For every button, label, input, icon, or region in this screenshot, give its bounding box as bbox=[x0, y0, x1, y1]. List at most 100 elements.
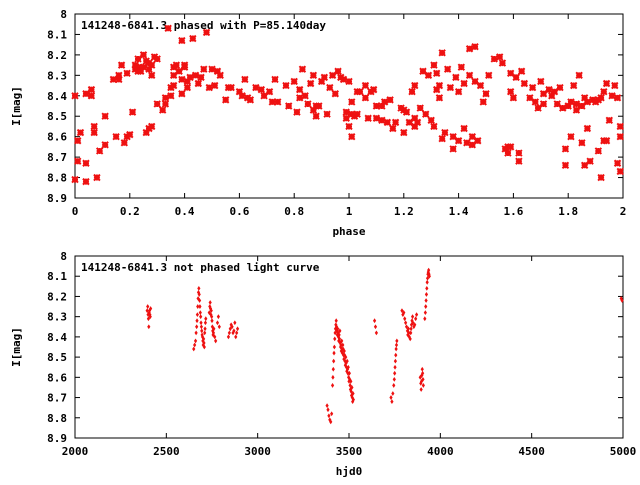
data-point bbox=[213, 67, 222, 75]
y-tick-label: 8.8 bbox=[47, 412, 67, 425]
data-point bbox=[71, 92, 79, 100]
data-point bbox=[197, 73, 205, 82]
data-point bbox=[583, 98, 592, 106]
data-point bbox=[430, 61, 438, 69]
data-point bbox=[74, 157, 82, 165]
data-point bbox=[409, 326, 413, 332]
data-point bbox=[602, 79, 611, 88]
data-point bbox=[208, 300, 212, 305]
data-point bbox=[364, 114, 372, 122]
data-point bbox=[337, 338, 341, 344]
data-point bbox=[539, 90, 548, 98]
data-point bbox=[101, 141, 109, 149]
data-point bbox=[351, 391, 355, 396]
data-point bbox=[572, 100, 581, 108]
data-point bbox=[199, 314, 203, 320]
data-point bbox=[214, 338, 218, 344]
data-point bbox=[298, 65, 307, 73]
data-point bbox=[178, 75, 186, 84]
data-point bbox=[424, 304, 428, 309]
data-point bbox=[345, 358, 349, 364]
data-point bbox=[392, 383, 396, 388]
data-point bbox=[616, 122, 624, 131]
x-axis-label: hjd0 bbox=[336, 465, 363, 478]
data-point bbox=[372, 114, 381, 122]
data-point bbox=[195, 318, 199, 324]
data-point bbox=[465, 71, 474, 80]
data-point bbox=[210, 318, 214, 324]
data-point bbox=[345, 122, 353, 131]
data-point bbox=[374, 330, 378, 336]
data-point bbox=[569, 81, 578, 90]
data-point bbox=[422, 110, 430, 118]
data-point bbox=[605, 116, 614, 125]
data-point bbox=[199, 324, 204, 330]
data-point bbox=[334, 318, 338, 324]
data-point bbox=[210, 324, 214, 330]
data-point bbox=[74, 137, 82, 145]
data-point bbox=[534, 104, 542, 112]
data-point bbox=[216, 71, 224, 80]
data-point bbox=[351, 399, 355, 404]
data-point bbox=[416, 104, 424, 112]
data-point bbox=[257, 85, 266, 94]
data-point bbox=[441, 128, 449, 137]
data-point bbox=[337, 336, 342, 342]
data-point bbox=[175, 67, 183, 75]
data-point bbox=[443, 65, 452, 73]
data-point bbox=[82, 90, 90, 98]
data-point bbox=[578, 102, 586, 110]
data-point bbox=[194, 330, 198, 336]
data-point bbox=[331, 90, 340, 98]
x-tick-label: 1 bbox=[346, 205, 353, 218]
data-point bbox=[216, 314, 220, 320]
data-point bbox=[580, 94, 589, 102]
x-axis-label: phase bbox=[332, 225, 365, 238]
data-point bbox=[285, 102, 293, 110]
data-point bbox=[339, 75, 348, 84]
x-tick-label: 2500 bbox=[153, 445, 180, 458]
data-point bbox=[333, 330, 337, 336]
data-point bbox=[209, 308, 213, 313]
data-point bbox=[268, 98, 276, 106]
data-point bbox=[76, 128, 85, 137]
data-point bbox=[193, 338, 198, 344]
data-point bbox=[567, 132, 575, 141]
y-tick-label: 8.9 bbox=[47, 192, 67, 205]
data-point bbox=[347, 370, 351, 376]
data-point bbox=[349, 393, 354, 398]
data-point bbox=[195, 324, 199, 330]
data-point bbox=[600, 87, 608, 96]
data-point bbox=[611, 81, 619, 90]
data-point bbox=[410, 314, 415, 320]
data-point bbox=[438, 135, 446, 143]
data-point bbox=[349, 378, 353, 384]
data-point bbox=[227, 330, 231, 336]
data-point bbox=[392, 376, 396, 382]
data-point bbox=[348, 132, 356, 141]
data-point bbox=[427, 273, 431, 279]
data-point bbox=[432, 85, 441, 94]
data-series bbox=[145, 267, 624, 425]
data-point bbox=[414, 316, 418, 322]
data-point bbox=[550, 87, 559, 96]
data-point bbox=[531, 98, 540, 106]
data-point bbox=[164, 24, 172, 33]
data-point bbox=[342, 108, 350, 116]
y-tick-label: 8.5 bbox=[47, 110, 67, 123]
data-point bbox=[71, 175, 79, 184]
data-point bbox=[419, 67, 427, 75]
data-point bbox=[193, 342, 197, 348]
data-point bbox=[405, 118, 413, 127]
data-point bbox=[344, 364, 349, 370]
phased-light-curve-plot: 0 0.2 0.4 0.6 0.8 1 1.2 1.4 1.6 1.8 2 8 8.1 8.2 8.3 8.4… bbox=[10, 8, 626, 238]
data-point bbox=[194, 79, 203, 88]
data-point bbox=[515, 149, 523, 157]
data-point bbox=[432, 69, 441, 77]
data-point bbox=[391, 391, 395, 396]
x-tick-label: 0 bbox=[72, 205, 79, 218]
y-tick-label: 8.1 bbox=[47, 270, 67, 283]
x-tick-label: 1.8 bbox=[558, 205, 578, 218]
data-point bbox=[334, 67, 342, 75]
data-point bbox=[199, 320, 203, 326]
